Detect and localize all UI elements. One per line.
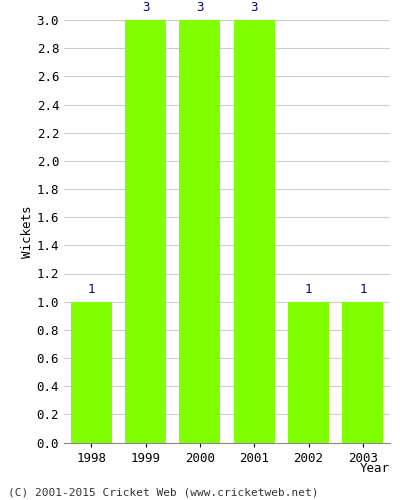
Y-axis label: Wickets: Wickets [21,205,34,258]
Text: 3: 3 [196,2,204,15]
Text: 1: 1 [88,283,95,296]
Text: 1: 1 [359,283,366,296]
Text: Year: Year [360,462,390,475]
Bar [342,302,383,442]
Text: (C) 2001-2015 Cricket Web (www.cricketweb.net): (C) 2001-2015 Cricket Web (www.cricketwe… [8,488,318,498]
Bar [125,20,166,442]
Text: 3: 3 [142,2,149,15]
Bar [71,302,112,442]
Bar [180,20,220,442]
Bar [234,20,274,442]
Text: 1: 1 [305,283,312,296]
Text: 3: 3 [250,2,258,15]
Bar [288,302,329,442]
